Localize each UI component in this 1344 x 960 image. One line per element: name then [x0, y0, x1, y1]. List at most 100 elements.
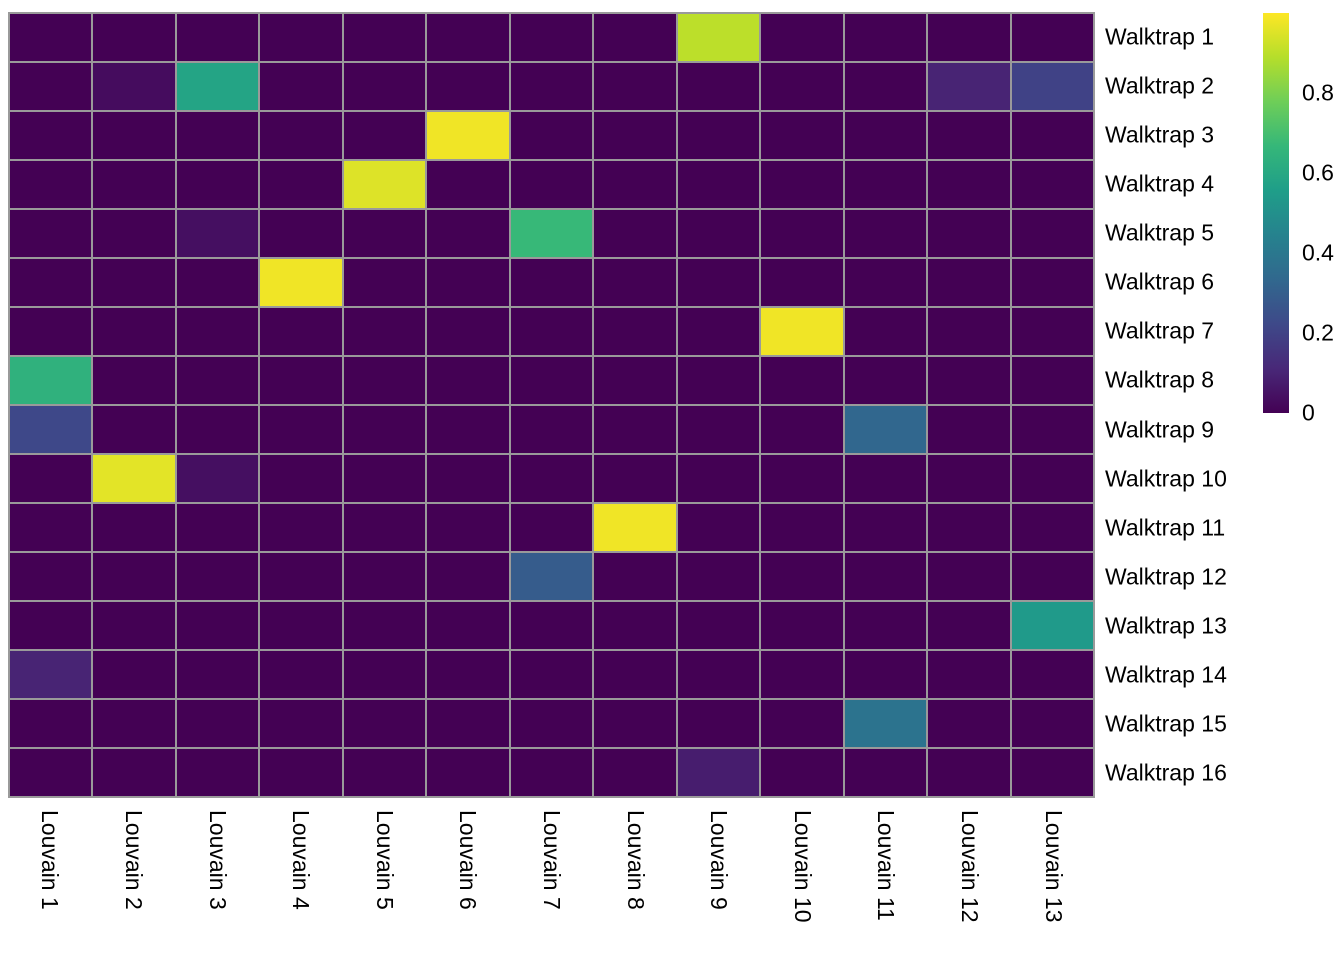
heatmap-cell	[260, 112, 342, 159]
heatmap-cell	[93, 602, 175, 649]
col-label: Louvain 2	[120, 810, 147, 910]
heatmap-cell	[427, 455, 509, 502]
heatmap-cell	[260, 700, 342, 747]
heatmap-cell	[928, 259, 1010, 306]
heatmap-cell	[10, 14, 92, 61]
heatmap-cell	[510, 651, 593, 698]
heatmap-cell	[1011, 602, 1093, 649]
heatmap-cell	[93, 63, 175, 110]
heatmap-cell	[260, 63, 342, 110]
heatmap-cell	[510, 749, 593, 796]
heatmap-cell	[928, 749, 1010, 796]
heatmap-cell	[343, 700, 426, 747]
heatmap-cell	[176, 259, 259, 306]
heatmap-cell	[10, 700, 92, 747]
heatmap-cell	[928, 406, 1010, 453]
heatmap-cell	[928, 357, 1010, 404]
colorbar-tick-label: 0.6	[1302, 159, 1334, 186]
heatmap-cell	[761, 210, 843, 257]
heatmap-cell	[93, 700, 175, 747]
heatmap-cell	[928, 553, 1010, 600]
row-label: Walktrap 9	[1105, 416, 1215, 443]
heatmap-grid	[8, 12, 1095, 798]
heatmap-cell	[260, 406, 342, 453]
heatmap-cell	[427, 14, 509, 61]
heatmap-cell	[594, 455, 676, 502]
heatmap-cell	[844, 14, 927, 61]
heatmap-cell	[176, 14, 259, 61]
row-label: Walktrap 4	[1105, 170, 1215, 197]
col-label: Louvain 9	[706, 810, 733, 910]
heatmap-cell	[427, 308, 509, 355]
heatmap-cell	[510, 602, 593, 649]
heatmap-cell	[10, 553, 92, 600]
heatmap-cell	[761, 406, 843, 453]
heatmap-cell	[844, 553, 927, 600]
heatmap-cell	[677, 749, 760, 796]
heatmap-cell	[928, 602, 1010, 649]
heatmap-cell	[761, 63, 843, 110]
heatmap-cell	[343, 308, 426, 355]
col-label: Louvain 8	[622, 810, 649, 910]
heatmap-cell	[10, 63, 92, 110]
heatmap-cell	[510, 455, 593, 502]
heatmap-cell	[1011, 455, 1093, 502]
heatmap-cell	[594, 63, 676, 110]
heatmap-cell	[1011, 161, 1093, 208]
heatmap-cell	[761, 553, 843, 600]
heatmap-cell	[427, 63, 509, 110]
heatmap-cell	[594, 259, 676, 306]
heatmap-cell	[844, 161, 927, 208]
heatmap-cell	[10, 504, 92, 551]
heatmap-cell	[510, 14, 593, 61]
heatmap-cell	[93, 112, 175, 159]
heatmap-cell	[10, 455, 92, 502]
heatmap-cell	[844, 210, 927, 257]
heatmap-cell	[594, 161, 676, 208]
heatmap-cell	[1011, 112, 1093, 159]
col-label: Louvain 5	[371, 810, 398, 910]
heatmap-cell	[844, 651, 927, 698]
col-label: Louvain 1	[37, 810, 64, 910]
heatmap-cell	[427, 553, 509, 600]
heatmap-cell	[343, 749, 426, 796]
heatmap-cell	[1011, 357, 1093, 404]
col-label: Louvain 13	[1040, 810, 1067, 923]
heatmap-cell	[260, 161, 342, 208]
heatmap-cell	[677, 161, 760, 208]
heatmap-cell	[677, 553, 760, 600]
heatmap-cell	[677, 14, 760, 61]
heatmap-cell	[761, 161, 843, 208]
heatmap-cell	[510, 553, 593, 600]
heatmap-cell	[343, 651, 426, 698]
heatmap-cell	[343, 210, 426, 257]
row-label: Walktrap 13	[1105, 612, 1227, 639]
heatmap-cell	[510, 161, 593, 208]
heatmap-cell	[594, 14, 676, 61]
heatmap-cell	[176, 700, 259, 747]
heatmap-cell	[677, 700, 760, 747]
heatmap-cell	[1011, 63, 1093, 110]
colorbar-tick-label: 0.2	[1302, 319, 1334, 346]
heatmap-cell	[343, 357, 426, 404]
heatmap-cell	[761, 504, 843, 551]
heatmap-cell	[594, 210, 676, 257]
heatmap-cell	[594, 308, 676, 355]
row-label: Walktrap 12	[1105, 563, 1227, 590]
heatmap-cell	[844, 700, 927, 747]
heatmap-cell	[677, 406, 760, 453]
heatmap-cell	[844, 406, 927, 453]
heatmap-cell	[260, 14, 342, 61]
heatmap-cell	[1011, 14, 1093, 61]
heatmap-cell	[761, 14, 843, 61]
heatmap-cell	[510, 357, 593, 404]
colorbar-gradient	[1263, 13, 1289, 413]
heatmap-cell	[594, 112, 676, 159]
heatmap-cell	[343, 14, 426, 61]
heatmap-cell	[761, 749, 843, 796]
heatmap-cell	[10, 406, 92, 453]
heatmap-cell	[260, 308, 342, 355]
heatmap-cell	[677, 504, 760, 551]
heatmap-cell	[427, 357, 509, 404]
heatmap-cell	[93, 259, 175, 306]
